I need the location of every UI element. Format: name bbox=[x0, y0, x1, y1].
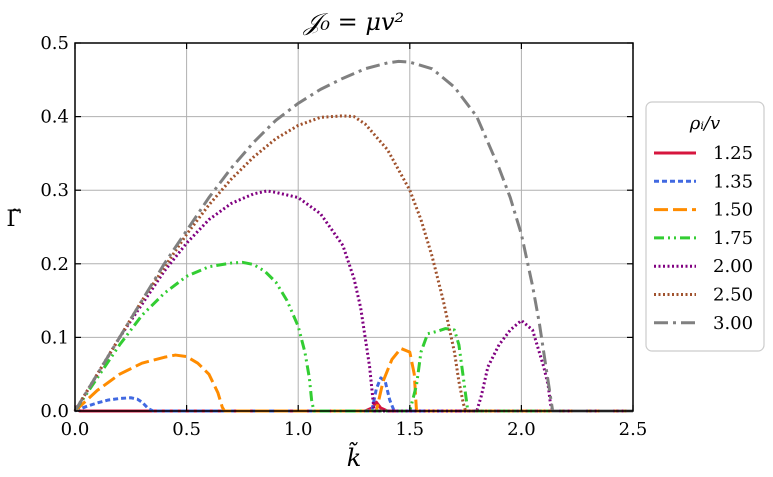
y-tick-label: 0.3 bbox=[40, 180, 69, 201]
legend-label: 2.50 bbox=[713, 285, 753, 306]
legend-label: 1.50 bbox=[713, 200, 753, 221]
legend-items: 1.25 1.35 1.50 1.75 2.00 2.50 3.00 bbox=[654, 143, 753, 334]
legend-label: 1.25 bbox=[713, 143, 753, 164]
legend-box bbox=[645, 101, 765, 352]
series-line-1-35 bbox=[74, 376, 633, 413]
legend-label: 1.35 bbox=[713, 171, 753, 192]
x-tick-label: 1.0 bbox=[284, 419, 313, 440]
legend-label: 2.00 bbox=[713, 256, 753, 277]
x-tick-label: 2.5 bbox=[619, 419, 648, 440]
y-tick-label: 0.5 bbox=[40, 33, 69, 54]
x-tick-label: 0.0 bbox=[61, 419, 90, 440]
x-axis-label: k̃ bbox=[347, 441, 362, 472]
y-tick-label: 0.0 bbox=[40, 401, 69, 422]
legend-label: 1.75 bbox=[713, 228, 753, 249]
legend-title: ρᵢ/v bbox=[689, 113, 720, 134]
plot-frame bbox=[74, 42, 634, 412]
ticks: 0.0 0.5 1.0 1.5 2.0 2.5 0.0 0.1 0.2 0.3 0.4 0.5 bbox=[40, 33, 647, 440]
x-tick-label: 0.5 bbox=[172, 419, 201, 440]
series-line-3-00 bbox=[73, 59, 633, 413]
series-line-2-50 bbox=[73, 114, 633, 413]
y-tick-label: 0.2 bbox=[40, 254, 69, 275]
y-tick-label: 0.1 bbox=[40, 327, 69, 348]
x-tick-label: 2.0 bbox=[507, 419, 536, 440]
chart-title: 𝒥₀ = μv² bbox=[303, 8, 404, 36]
series-layer bbox=[73, 59, 633, 413]
x-tick-label: 1.5 bbox=[395, 419, 424, 440]
y-axis-label: Γ̃ bbox=[6, 207, 21, 232]
y-tick-label: 0.4 bbox=[40, 107, 69, 128]
legend: ρᵢ/v 1.25 1.35 1.50 1.75 2.00 2.50 3.00 bbox=[645, 101, 765, 352]
series-line-2-00 bbox=[73, 189, 633, 413]
grid bbox=[75, 43, 633, 411]
series-line-1-50 bbox=[73, 346, 633, 413]
legend-label: 3.00 bbox=[713, 313, 753, 334]
